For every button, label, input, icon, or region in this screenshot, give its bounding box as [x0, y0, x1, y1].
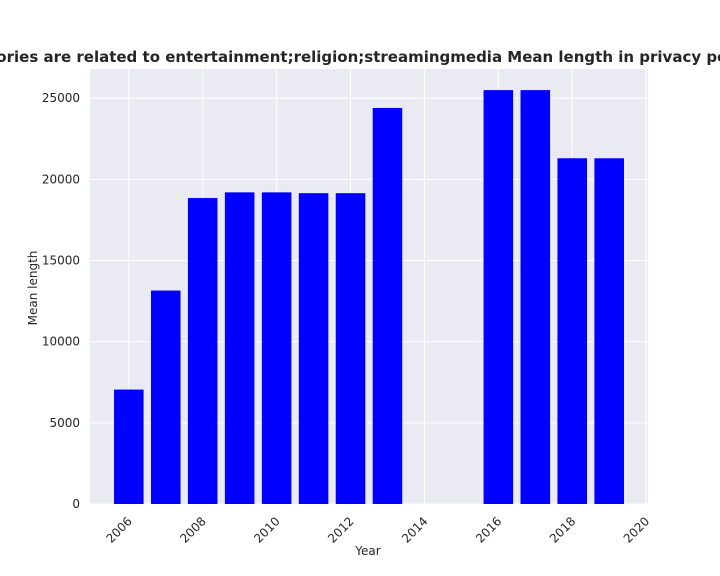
bar: [114, 389, 144, 504]
bar: [594, 158, 624, 504]
bar: [335, 193, 366, 504]
bar: [224, 192, 255, 504]
y-tick-label: 0: [72, 497, 80, 511]
bar: [483, 90, 514, 505]
bar: [520, 90, 551, 505]
y-tick-label: 10000: [42, 335, 80, 349]
bar: [187, 198, 218, 504]
x-tick-label: 2016: [473, 514, 504, 545]
y-tick-label: 15000: [42, 254, 80, 268]
x-tick-label: 2014: [399, 514, 430, 545]
y-tick-labels: 0 5000 10000 15000 20000 25000: [42, 91, 80, 511]
bar: [150, 290, 181, 504]
x-tick-label: 2012: [325, 514, 356, 545]
y-tick-label: 25000: [42, 91, 80, 105]
x-tick-label: 2008: [177, 514, 208, 545]
bars: [114, 90, 624, 505]
y-axis-label: Mean length: [26, 251, 40, 326]
y-tick-label: 5000: [49, 416, 80, 430]
chart-title: categories are related to entertainment;…: [0, 48, 720, 66]
x-tick-label: 2018: [547, 514, 578, 545]
x-tick-labels: 2006 2008 2010 2012 2014 2016 2018 2020: [103, 514, 652, 545]
bar: [557, 158, 588, 504]
y-tick-label: 20000: [42, 172, 80, 186]
bar: [298, 193, 329, 504]
bar: [372, 107, 403, 504]
x-tick-label: 2020: [621, 514, 652, 545]
x-tick-label: 2006: [103, 514, 134, 545]
plot-area: [90, 69, 648, 504]
x-tick-label: 2010: [251, 514, 282, 545]
bar: [261, 192, 292, 504]
x-axis-label: Year: [354, 544, 380, 558]
